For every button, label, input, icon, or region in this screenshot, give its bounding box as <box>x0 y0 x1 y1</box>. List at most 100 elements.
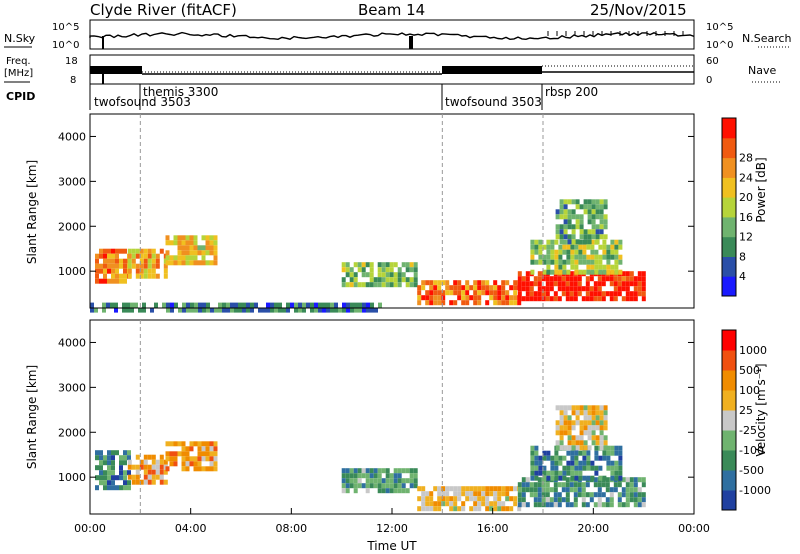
velocity-data <box>95 405 646 512</box>
scatter-cell <box>609 502 614 508</box>
scatter-cell <box>563 430 568 436</box>
scatter-cell <box>477 300 482 306</box>
scatter-cell <box>606 450 611 456</box>
scatter-cell <box>606 460 611 466</box>
scatter-cell <box>103 480 107 486</box>
scatter-cell <box>143 253 148 259</box>
scatter-cell <box>561 487 566 493</box>
scatter-cell <box>558 244 563 250</box>
scatter-cell <box>618 455 623 461</box>
scatter-cell <box>501 506 506 512</box>
scatter-cell <box>378 302 382 308</box>
scatter-cell <box>614 244 619 250</box>
freq-tick-top: 18 <box>65 56 78 67</box>
scatter-cell <box>209 446 214 452</box>
scatter-cell <box>445 285 450 291</box>
scatter-cell <box>538 460 543 466</box>
scatter-cell <box>169 441 174 447</box>
scatter-cell <box>545 296 550 302</box>
scatter-cell <box>598 475 603 481</box>
scatter-cell <box>565 492 570 498</box>
scatter-cell <box>497 486 502 492</box>
colorbar-tick-label: 500 <box>739 364 760 377</box>
scatter-cell <box>102 307 106 313</box>
scatter-cell <box>513 295 518 301</box>
scatter-cell <box>637 281 642 287</box>
scatter-cell <box>151 248 156 254</box>
colorbar-swatch <box>722 410 736 431</box>
y-tick-label: 3000 <box>58 381 86 394</box>
scatter-cell <box>597 296 602 302</box>
scatter-cell <box>595 410 600 416</box>
scatter-cell <box>605 477 610 483</box>
scatter-cell <box>555 214 560 220</box>
colorbar-swatch <box>722 236 736 257</box>
scatter-cell <box>575 440 580 446</box>
scatter-cell <box>377 272 382 278</box>
scatter-cell <box>595 415 600 421</box>
scatter-cell <box>563 410 568 416</box>
scatter-cell <box>602 264 607 270</box>
scatter-cell <box>546 470 551 476</box>
scatter-cell <box>345 262 350 268</box>
scatter-cell <box>573 492 578 498</box>
scatter-cell <box>489 295 494 301</box>
scatter-cell <box>570 249 575 255</box>
scatter-cell <box>583 415 588 421</box>
scatter-cell <box>603 214 608 220</box>
scatter-cell <box>601 492 606 498</box>
scatter-cell <box>621 281 626 287</box>
scatter-cell <box>599 420 604 426</box>
scatter-cell <box>151 253 156 259</box>
scatter-cell <box>598 259 603 265</box>
scatter-cell <box>567 209 572 215</box>
scatter-cell <box>173 260 178 266</box>
scatter-cell <box>601 296 606 302</box>
scatter-cell <box>349 277 354 283</box>
scatter-cell <box>238 302 242 308</box>
scatter-cell <box>517 492 522 498</box>
scatter-cell <box>115 273 119 279</box>
scatter-cell <box>461 300 466 306</box>
scatter-cell <box>202 307 206 313</box>
nsearch-tick-top: 10^5 <box>706 22 733 33</box>
scatter-cell <box>567 405 572 411</box>
scatter-cell <box>115 278 119 284</box>
scatter-cell <box>409 478 414 484</box>
scatter-cell <box>365 262 370 268</box>
scatter-cell <box>341 488 346 494</box>
scatter-cell <box>614 470 619 476</box>
scatter-cell <box>159 454 164 460</box>
scatter-cell <box>457 280 462 286</box>
scatter-cell <box>570 455 575 461</box>
scatter-cell <box>530 460 535 466</box>
scatter-cell <box>585 296 590 302</box>
scatter-cell <box>517 286 522 292</box>
scatter-cell <box>197 260 202 266</box>
scatter-cell <box>589 497 594 503</box>
scatter-cell <box>209 260 214 266</box>
scatter-cell <box>139 273 144 279</box>
scatter-cell <box>621 296 626 302</box>
scatter-cell <box>610 445 615 451</box>
scatter-cell <box>578 269 583 275</box>
scatter-cell <box>579 435 584 441</box>
scatter-cell <box>393 262 398 268</box>
scatter-cell <box>139 479 144 485</box>
scatter-cell <box>582 475 587 481</box>
scatter-cell <box>453 506 458 512</box>
scatter-cell <box>610 450 615 456</box>
scatter-cell <box>501 280 506 286</box>
scatter-cell <box>517 296 522 302</box>
scatter-cell <box>610 460 615 466</box>
scatter-cell <box>417 506 422 512</box>
scatter-cell <box>629 281 634 287</box>
scatter-cell <box>425 295 430 301</box>
scatter-cell <box>533 492 538 498</box>
scatter-cell <box>613 286 618 292</box>
scatter-cell <box>582 254 587 260</box>
scatter-cell <box>579 229 584 235</box>
scatter-cell <box>357 262 362 268</box>
scatter-cell <box>314 302 318 308</box>
